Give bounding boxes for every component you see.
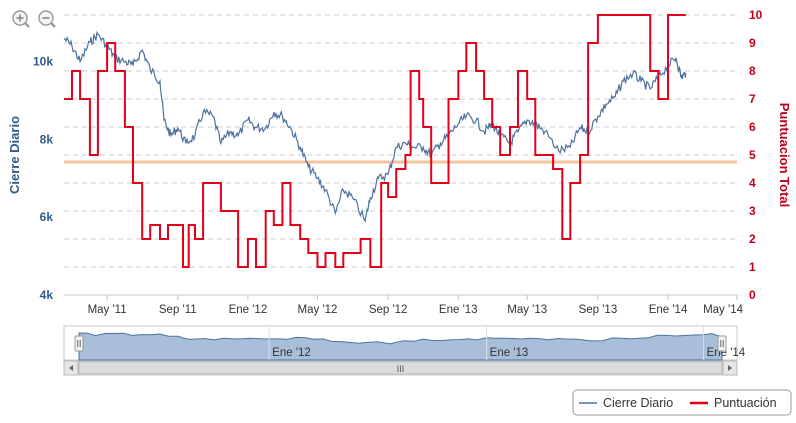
x-tick-label: Sep '11: [159, 304, 197, 316]
x-tick-label: Ene '14: [649, 304, 688, 316]
legend-label-puntuacion: Puntuación: [714, 396, 777, 410]
y-left-tick-label: 10k: [33, 55, 53, 69]
legend-label-cierre: Cierre Diario: [603, 396, 673, 410]
scrollbar-left-arrow-icon: [69, 365, 73, 371]
grid-lines: [64, 14, 737, 296]
scrollbar-grip-label: III: [397, 364, 405, 374]
navigator-tick-label: Ene '13: [490, 347, 529, 359]
navigator-tick-label: Ene '14: [707, 347, 746, 359]
x-tick-label: Ene '13: [439, 304, 478, 316]
zoom-in-icon[interactable]: [12, 10, 30, 28]
y-axis-left-title: Cierre Diario: [7, 116, 22, 194]
y-left-tick-label: 8k: [40, 132, 54, 146]
y-left-tick-label: 4k: [40, 288, 54, 302]
y-right-tick-label: 9: [749, 36, 756, 50]
x-tick-label: May '12: [297, 304, 337, 316]
y-right-tick-label: 4: [749, 176, 756, 190]
x-tick-label: Sep '13: [579, 304, 618, 316]
navigator-tick-label: Ene '12: [272, 347, 311, 359]
navigator-handle-body[interactable]: [74, 335, 84, 352]
y-axis-left: 4k 6k 8k 10k: [33, 55, 53, 302]
x-tick-label: May '14: [703, 304, 744, 316]
navigator-series-area: [78, 332, 723, 361]
navigator-handle-body[interactable]: [717, 335, 727, 352]
legend-item-cierre[interactable]: Cierre Diario: [579, 396, 673, 410]
y-right-tick-label: 1: [749, 260, 756, 274]
zoom-out-icon[interactable]: [38, 10, 56, 28]
scrollbar-thumb[interactable]: [78, 361, 723, 375]
y-right-tick-label: 8: [749, 64, 756, 78]
x-tick-label: May '11: [88, 304, 127, 316]
scrollbar-right-arrow-icon: [728, 365, 732, 371]
y-right-tick-label: 3: [749, 204, 756, 218]
series-group: [63, 14, 687, 268]
y-right-tick-label: 2: [749, 232, 756, 246]
navigator[interactable]: Ene '12 Ene '13 Ene '14 III: [63, 325, 746, 376]
navigator-handle-right[interactable]: [717, 335, 727, 352]
y-right-tick-label: 0: [749, 288, 756, 302]
x-tick-label: Ene '12: [229, 304, 268, 316]
legend: Cierre Diario Puntuación: [572, 389, 792, 416]
y-right-tick-label: 10: [749, 8, 763, 22]
y-right-tick-label: 6: [749, 120, 756, 134]
y-right-tick-label: 5: [749, 148, 756, 162]
y-right-tick-label: 7: [749, 92, 756, 106]
x-tick-label: Sep '12: [369, 304, 408, 316]
legend-item-puntuacion[interactable]: Puntuación: [690, 396, 777, 410]
y-left-tick-label: 6k: [40, 210, 54, 224]
y-axis-right-title: Puntuacion Total: [777, 103, 792, 207]
y-axis-right: 0 1 2 3 4 5 6 7 8 9 10: [749, 8, 763, 302]
navigator-handle-left[interactable]: [74, 335, 84, 352]
x-tick-label: May '13: [507, 304, 547, 316]
series-line-puntuacion: [64, 14, 686, 268]
scrollbar[interactable]: III: [63, 360, 738, 376]
x-axis: May '11 Sep '11 Ene '12 May '12 Sep '12 Ene '…: [88, 295, 744, 316]
